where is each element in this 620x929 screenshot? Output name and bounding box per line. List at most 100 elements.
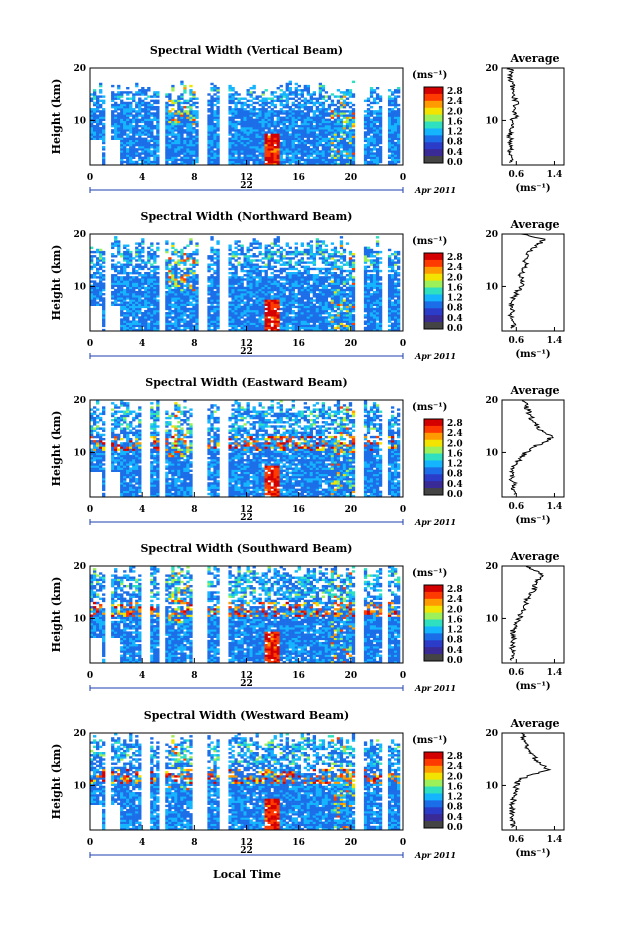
heatmap-cell — [306, 129, 310, 132]
heatmap-cell — [330, 116, 335, 119]
heatmap-cell — [177, 150, 181, 153]
heatmap-cell — [330, 282, 335, 285]
heatmap-cell — [297, 269, 301, 273]
heatmap-cell — [342, 139, 347, 143]
heatmap-cell — [390, 150, 395, 153]
heatmap-cell — [264, 101, 268, 105]
heatmap-cell — [318, 122, 323, 126]
heatmap-cell — [390, 103, 395, 107]
heatmap-cell — [336, 108, 341, 111]
heatmap-cell — [327, 252, 332, 256]
heatmap-cell — [288, 93, 292, 96]
heatmap-cell — [327, 146, 332, 149]
heatmap-cell — [210, 114, 214, 117]
heatmap-cell — [363, 139, 368, 143]
heatmap-cell — [249, 271, 253, 275]
heatmap-cell — [171, 316, 175, 319]
heatmap-cell — [141, 114, 145, 117]
heatmap-cell — [273, 269, 277, 273]
heatmap-cell — [279, 156, 283, 159]
heatmap-cell — [273, 156, 277, 159]
heatmap-cell — [195, 154, 199, 157]
heatmap-cell — [117, 250, 121, 254]
heatmap-cell — [327, 282, 332, 285]
heatmap-cell — [228, 252, 232, 256]
heatmap-cell — [180, 293, 184, 296]
heatmap-cell — [279, 101, 283, 105]
heatmap-cell — [117, 261, 121, 264]
heatmap-cell — [234, 250, 238, 254]
heatmap-cell — [252, 139, 256, 143]
heatmap-cell — [297, 137, 301, 140]
heatmap-cell — [174, 250, 178, 254]
heatmap-cell — [234, 133, 238, 136]
heatmap-cell — [276, 162, 280, 166]
heatmap-cell — [111, 110, 115, 113]
heatmap-cell — [243, 135, 247, 138]
heatmap-cell — [363, 124, 368, 128]
heatmap-cell — [216, 112, 220, 115]
heatmap-cell — [330, 127, 335, 130]
heatmap-cell — [93, 129, 97, 132]
heatmap-cell — [288, 250, 292, 254]
heatmap-cell — [129, 288, 133, 292]
heatmap-cell — [111, 267, 115, 271]
heatmap-cell — [303, 290, 307, 294]
heatmap-cell — [336, 99, 341, 103]
heatmap-cell — [390, 137, 395, 140]
heatmap-cell — [288, 118, 292, 122]
heatmap-cell — [189, 301, 193, 304]
heatmap-cell — [189, 143, 193, 147]
heatmap-cell — [240, 320, 244, 323]
heatmap-cell — [207, 309, 211, 313]
heatmap-cell — [288, 86, 292, 90]
heatmap-cell — [393, 148, 398, 151]
heatmap-cell — [255, 314, 259, 317]
heatmap-cell — [336, 146, 341, 149]
heatmap-cell — [318, 267, 323, 271]
heatmap-cell — [186, 274, 190, 277]
heatmap-cell — [189, 116, 193, 119]
heatmap-cell — [279, 269, 283, 273]
heatmap-cell — [318, 290, 323, 294]
heatmap-cell — [183, 261, 187, 264]
heatmap-cell — [267, 248, 271, 252]
heatmap-cell — [132, 284, 136, 288]
heatmap-cell — [111, 129, 115, 132]
heatmap-cell — [180, 124, 184, 128]
heatmap-cell — [312, 257, 317, 260]
heatmap-cell — [327, 160, 332, 164]
heatmap-cell — [147, 146, 151, 149]
heatmap-cell — [114, 93, 118, 96]
heatmap-cell — [276, 118, 280, 122]
heatmap-cell — [252, 146, 256, 149]
heatmap-cell — [318, 137, 323, 140]
heatmap-cell — [156, 118, 160, 122]
heatmap-cell — [147, 150, 151, 153]
heatmap-cell — [285, 280, 289, 283]
heatmap-cell — [237, 148, 241, 151]
heatmap-cell — [231, 290, 235, 294]
heatmap-cell — [228, 131, 232, 134]
heatmap-cell — [126, 286, 130, 290]
heatmap-cell — [138, 293, 142, 296]
heatmap-cell — [111, 103, 115, 107]
heatmap-cell — [303, 318, 307, 321]
heatmap-cell — [117, 240, 121, 243]
heatmap-cell — [387, 101, 392, 105]
heatmap-cell — [243, 295, 247, 298]
heatmap-cell — [243, 122, 247, 126]
heatmap-cell — [330, 99, 335, 103]
heatmap-cell — [258, 307, 262, 311]
heatmap-cell — [96, 101, 100, 105]
heatmap-cell — [123, 154, 127, 157]
heatmap-cell — [207, 328, 211, 332]
heatmap-cell — [285, 314, 289, 317]
heatmap-cell — [174, 288, 178, 292]
heatmap-cell — [96, 257, 100, 260]
heatmap-cell — [150, 276, 154, 279]
heatmap-cell — [99, 120, 103, 124]
heatmap-cell — [366, 116, 371, 119]
heatmap-cell — [330, 288, 335, 292]
heatmap-cell — [102, 135, 106, 138]
